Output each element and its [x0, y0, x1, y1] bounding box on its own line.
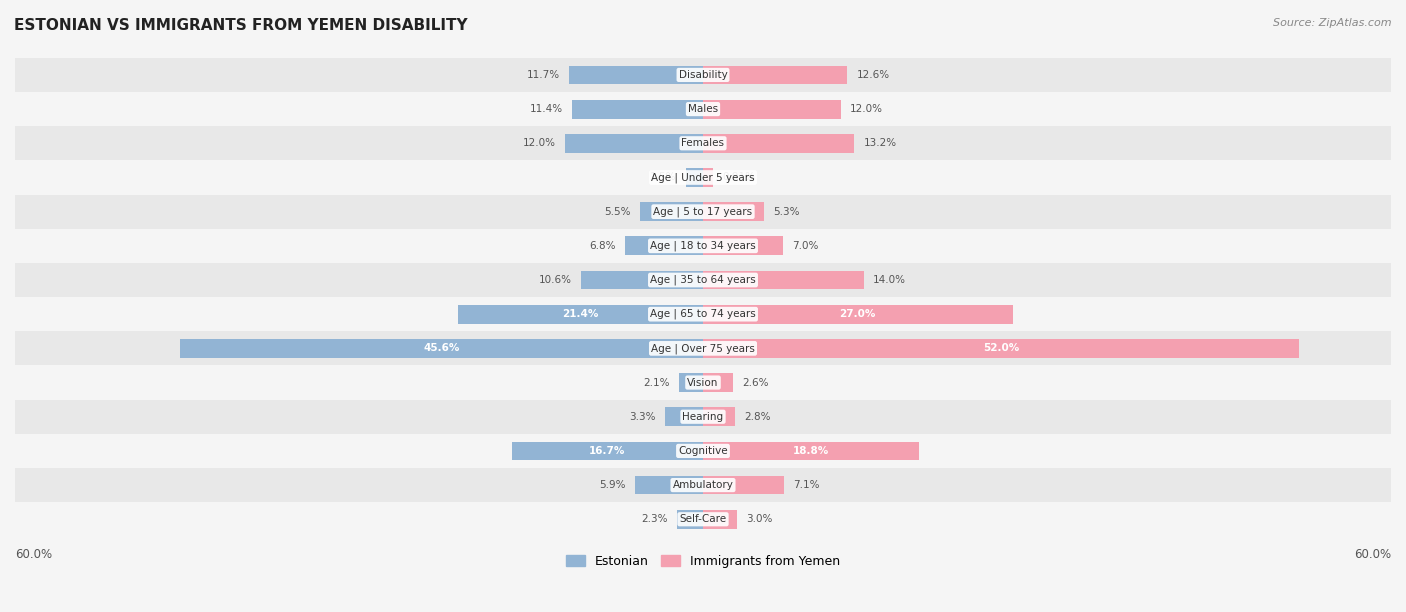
- Text: 52.0%: 52.0%: [983, 343, 1019, 353]
- Bar: [703, 236, 783, 255]
- Bar: [512, 441, 703, 460]
- Bar: [679, 373, 703, 392]
- Bar: [626, 236, 703, 255]
- Bar: [15, 160, 1391, 195]
- Text: 2.3%: 2.3%: [641, 514, 668, 524]
- Text: Age | 65 to 74 years: Age | 65 to 74 years: [650, 309, 756, 319]
- Text: 60.0%: 60.0%: [15, 548, 52, 561]
- Text: 11.4%: 11.4%: [530, 104, 564, 114]
- Text: 3.0%: 3.0%: [747, 514, 773, 524]
- Bar: [15, 229, 1391, 263]
- Bar: [15, 58, 1391, 92]
- Bar: [636, 476, 703, 494]
- Text: 5.9%: 5.9%: [600, 480, 626, 490]
- Text: Vision: Vision: [688, 378, 718, 387]
- Text: 12.0%: 12.0%: [523, 138, 557, 148]
- Text: Age | Over 75 years: Age | Over 75 years: [651, 343, 755, 354]
- Text: 7.0%: 7.0%: [793, 241, 818, 251]
- Text: 14.0%: 14.0%: [873, 275, 905, 285]
- Text: 16.7%: 16.7%: [589, 446, 626, 456]
- Text: 5.3%: 5.3%: [773, 207, 800, 217]
- Text: Age | 5 to 17 years: Age | 5 to 17 years: [654, 206, 752, 217]
- Bar: [457, 305, 703, 324]
- Text: Source: ZipAtlas.com: Source: ZipAtlas.com: [1274, 18, 1392, 28]
- Bar: [676, 510, 703, 529]
- Text: 10.6%: 10.6%: [540, 275, 572, 285]
- Bar: [15, 365, 1391, 400]
- Bar: [15, 468, 1391, 502]
- Bar: [703, 134, 855, 152]
- Bar: [703, 373, 733, 392]
- Text: 12.6%: 12.6%: [856, 70, 890, 80]
- Bar: [15, 195, 1391, 229]
- Bar: [703, 100, 841, 119]
- Text: 7.1%: 7.1%: [793, 480, 820, 490]
- Text: 18.8%: 18.8%: [793, 446, 830, 456]
- Bar: [582, 271, 703, 289]
- Text: Hearing: Hearing: [682, 412, 724, 422]
- Bar: [15, 400, 1391, 434]
- Bar: [703, 476, 785, 494]
- Bar: [180, 339, 703, 358]
- Bar: [703, 168, 713, 187]
- Bar: [15, 331, 1391, 365]
- Bar: [703, 305, 1012, 324]
- Text: Disability: Disability: [679, 70, 727, 80]
- Text: 5.5%: 5.5%: [605, 207, 631, 217]
- Text: Age | 35 to 64 years: Age | 35 to 64 years: [650, 275, 756, 285]
- Bar: [572, 100, 703, 119]
- Text: 2.1%: 2.1%: [644, 378, 669, 387]
- Bar: [565, 134, 703, 152]
- Bar: [15, 434, 1391, 468]
- Text: Age | Under 5 years: Age | Under 5 years: [651, 172, 755, 183]
- Text: Self-Care: Self-Care: [679, 514, 727, 524]
- Text: 1.5%: 1.5%: [650, 173, 676, 182]
- Text: 60.0%: 60.0%: [1354, 548, 1391, 561]
- Bar: [569, 65, 703, 84]
- Text: ESTONIAN VS IMMIGRANTS FROM YEMEN DISABILITY: ESTONIAN VS IMMIGRANTS FROM YEMEN DISABI…: [14, 18, 468, 34]
- Text: 27.0%: 27.0%: [839, 309, 876, 319]
- Bar: [15, 502, 1391, 536]
- Bar: [703, 339, 1299, 358]
- Bar: [640, 202, 703, 221]
- Text: 13.2%: 13.2%: [863, 138, 897, 148]
- Text: Ambulatory: Ambulatory: [672, 480, 734, 490]
- Text: 12.0%: 12.0%: [849, 104, 883, 114]
- Text: 3.3%: 3.3%: [630, 412, 657, 422]
- Bar: [703, 65, 848, 84]
- Text: 21.4%: 21.4%: [562, 309, 599, 319]
- Text: 2.8%: 2.8%: [744, 412, 770, 422]
- Text: Males: Males: [688, 104, 718, 114]
- Bar: [15, 263, 1391, 297]
- Text: Age | 18 to 34 years: Age | 18 to 34 years: [650, 241, 756, 251]
- Text: 0.91%: 0.91%: [723, 173, 755, 182]
- Text: Cognitive: Cognitive: [678, 446, 728, 456]
- Bar: [703, 408, 735, 426]
- Bar: [15, 297, 1391, 331]
- Bar: [703, 441, 918, 460]
- Bar: [686, 168, 703, 187]
- Text: 11.7%: 11.7%: [526, 70, 560, 80]
- Bar: [703, 202, 763, 221]
- Text: 45.6%: 45.6%: [423, 343, 460, 353]
- Bar: [665, 408, 703, 426]
- Text: 2.6%: 2.6%: [742, 378, 769, 387]
- Text: 6.8%: 6.8%: [589, 241, 616, 251]
- Text: Females: Females: [682, 138, 724, 148]
- Bar: [15, 92, 1391, 126]
- Bar: [703, 510, 737, 529]
- Bar: [703, 271, 863, 289]
- Legend: Estonian, Immigrants from Yemen: Estonian, Immigrants from Yemen: [561, 550, 845, 573]
- Bar: [15, 126, 1391, 160]
